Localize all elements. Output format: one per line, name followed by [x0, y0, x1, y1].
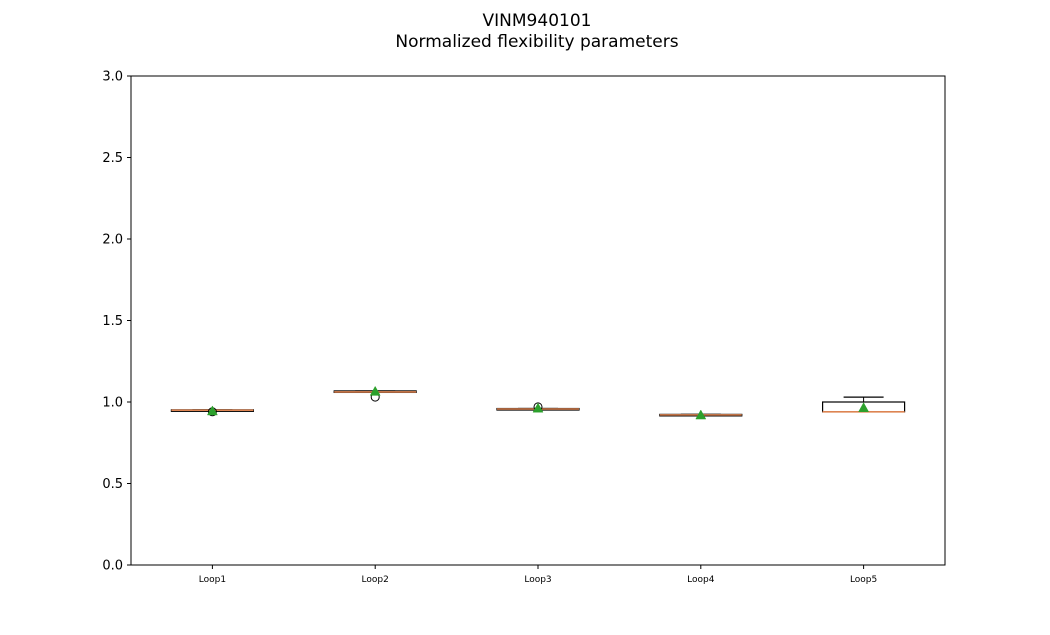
x-tick-label: Loop3: [524, 575, 551, 585]
box-group: [333, 385, 417, 402]
y-tick-label: 1.0: [102, 396, 123, 411]
box-group: [659, 409, 743, 420]
mean-marker: [858, 402, 870, 412]
mean-marker: [532, 402, 544, 413]
box-group: [170, 405, 254, 417]
y-tick-label: 0.5: [102, 477, 123, 492]
y-tick-label: 1.5: [102, 314, 123, 329]
x-tick-label: Loop4: [687, 575, 715, 585]
y-tick-label: 3.0: [102, 70, 123, 85]
x-tick-label: Loop1: [199, 575, 226, 585]
y-tick-label: 2.0: [102, 233, 123, 248]
y-tick-label: 0.0: [102, 559, 123, 574]
mean-marker: [695, 409, 707, 420]
chart-title-line2: Normalized flexibility parameters: [395, 32, 678, 52]
axes-frame: [130, 75, 946, 566]
x-tick-label: Loop5: [850, 575, 877, 585]
box-group: [821, 396, 906, 413]
plot-area: 0.0 0.5 1.0 1.5 2.0 2.5 3.0 Loop1 Loop2 Loop3 Loop…: [102, 70, 946, 585]
mean-marker: [206, 405, 218, 416]
box-group: [496, 402, 580, 413]
x-tick-label: Loop2: [362, 575, 389, 585]
mean-marker: [369, 385, 381, 396]
chart-title-line1: VINM940101: [483, 11, 592, 31]
y-tick-label: 2.5: [102, 151, 123, 166]
